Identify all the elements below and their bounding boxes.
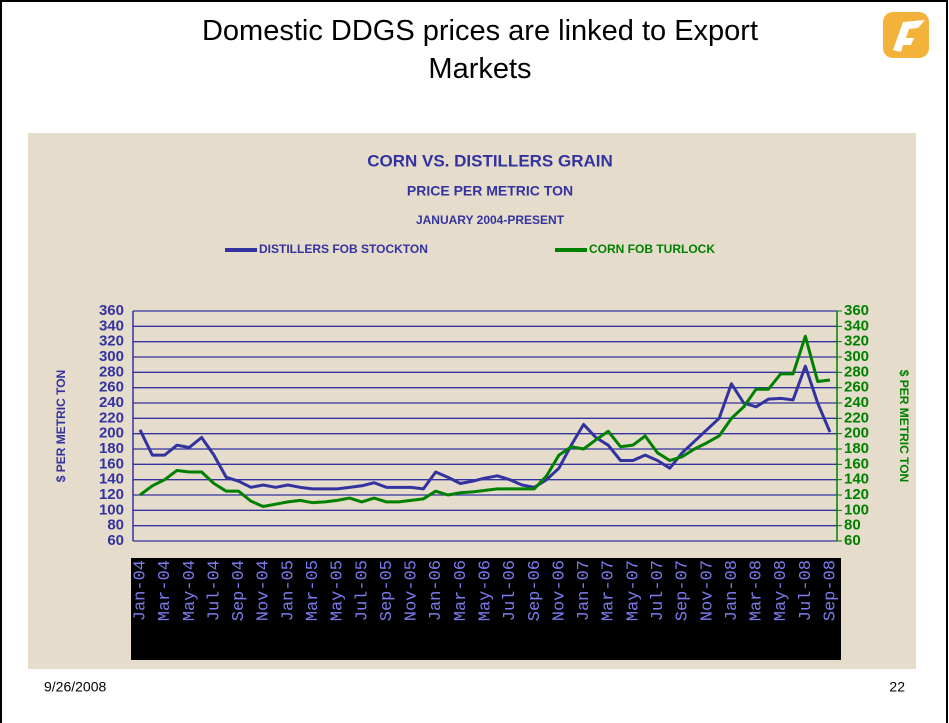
y2-tick-label: 200 — [844, 425, 869, 442]
series-line — [138, 364, 832, 491]
x-tick-label: Jan-06 — [427, 560, 446, 621]
x-tick-label: Nov-05 — [403, 560, 422, 621]
slide-date: 9/26/2008 — [44, 679, 106, 695]
x-tick-label: Mar-08 — [748, 560, 767, 621]
x-tick-label: Jan-08 — [723, 560, 742, 621]
logo-mark — [893, 20, 925, 52]
x-tick-label: Jan-04 — [131, 560, 150, 621]
y2-tick-label: 100 — [844, 501, 869, 518]
logo — [883, 12, 929, 58]
y2-tick-label: 260 — [844, 379, 869, 396]
x-tick-label: Nov-06 — [550, 560, 569, 621]
y2-tick-label: 120 — [844, 486, 869, 503]
y2-tick-label: 340 — [844, 317, 869, 334]
x-tick-label: Jul-04 — [205, 560, 224, 621]
y-tick-label: 100 — [99, 501, 124, 518]
y-tick-label: 320 — [99, 333, 124, 350]
y-tick-label: 300 — [99, 348, 124, 365]
x-tick-label: Nov-07 — [698, 560, 717, 621]
x-tick-label: Mar-04 — [156, 560, 175, 621]
x-tick-label: Jul-06 — [501, 560, 520, 621]
x-tick-label: Jan-05 — [279, 560, 298, 621]
x-tick-label: Nov-04 — [255, 560, 274, 621]
y-tick-label: 340 — [99, 317, 124, 334]
x-tick-label: Jul-07 — [649, 560, 668, 621]
y2-tick-label: 60 — [844, 532, 861, 549]
y-tick-label: 60 — [107, 532, 124, 549]
y2-tick-label: 320 — [844, 333, 869, 350]
slide-title: Domestic DDGS prices are linked to Expor… — [201, 15, 759, 85]
y-tick-label: 360 — [99, 302, 124, 319]
x-tick-label: Jul-08 — [797, 560, 816, 621]
x-tick-label: Sep-06 — [526, 560, 545, 621]
x-tick-label: May-06 — [476, 560, 495, 621]
y2-axis-label: $ PER METRIC TON — [897, 370, 911, 482]
y2-tick-label: 140 — [844, 471, 869, 488]
page-number: 22 — [889, 679, 905, 695]
y-tick-label: 240 — [99, 394, 124, 411]
x-tick-label: May-05 — [329, 560, 348, 621]
y2-tick-label: 280 — [844, 363, 869, 380]
x-label-band — [131, 558, 841, 660]
chart-period: JANUARY 2004-PRESENT — [416, 213, 565, 227]
x-tick-label: Sep-05 — [378, 560, 397, 621]
x-tick-label: Jan-07 — [575, 560, 594, 621]
x-tick-label: May-04 — [181, 560, 200, 621]
legend-label: DISTILLERS FOB STOCKTON — [259, 242, 428, 256]
x-tick-label: Mar-06 — [452, 560, 471, 621]
x-tick-label: May-07 — [624, 560, 643, 621]
y-tick-label: 80 — [107, 517, 124, 534]
y2-tick-label: 300 — [844, 348, 869, 365]
y2-tick-label: 180 — [844, 440, 869, 457]
y-tick-label: 160 — [99, 455, 124, 472]
y-tick-label: 220 — [99, 409, 124, 426]
y2-tick-label: 220 — [844, 409, 869, 426]
y-tick-label: 140 — [99, 471, 124, 488]
y-tick-label: 280 — [99, 363, 124, 380]
y2-tick-label: 160 — [844, 455, 869, 472]
x-tick-label: Mar-05 — [304, 560, 323, 621]
x-tick-label: Sep-07 — [674, 560, 693, 621]
series-line — [139, 334, 831, 508]
legend-label: CORN FOB TURLOCK — [589, 242, 715, 256]
y-tick-label: 260 — [99, 379, 124, 396]
chart-title: CORN VS. DISTILLERS GRAIN — [367, 151, 613, 170]
x-tick-label: Jul-05 — [353, 560, 372, 621]
chart-subtitle: PRICE PER METRIC TON — [407, 183, 573, 199]
x-tick-label: May-08 — [772, 560, 791, 621]
y2-tick-label: 360 — [844, 302, 869, 319]
x-tick-label: Sep-08 — [821, 560, 840, 621]
x-tick-label: Mar-07 — [600, 560, 619, 621]
y2-tick-label: 240 — [844, 394, 869, 411]
y-axis-label: $ PER METRIC TON — [54, 370, 68, 482]
y-tick-label: 120 — [99, 486, 124, 503]
x-tick-label: Sep-04 — [230, 560, 249, 621]
y2-tick-label: 80 — [844, 517, 861, 534]
y-tick-label: 200 — [99, 425, 124, 442]
y-tick-label: 180 — [99, 440, 124, 457]
